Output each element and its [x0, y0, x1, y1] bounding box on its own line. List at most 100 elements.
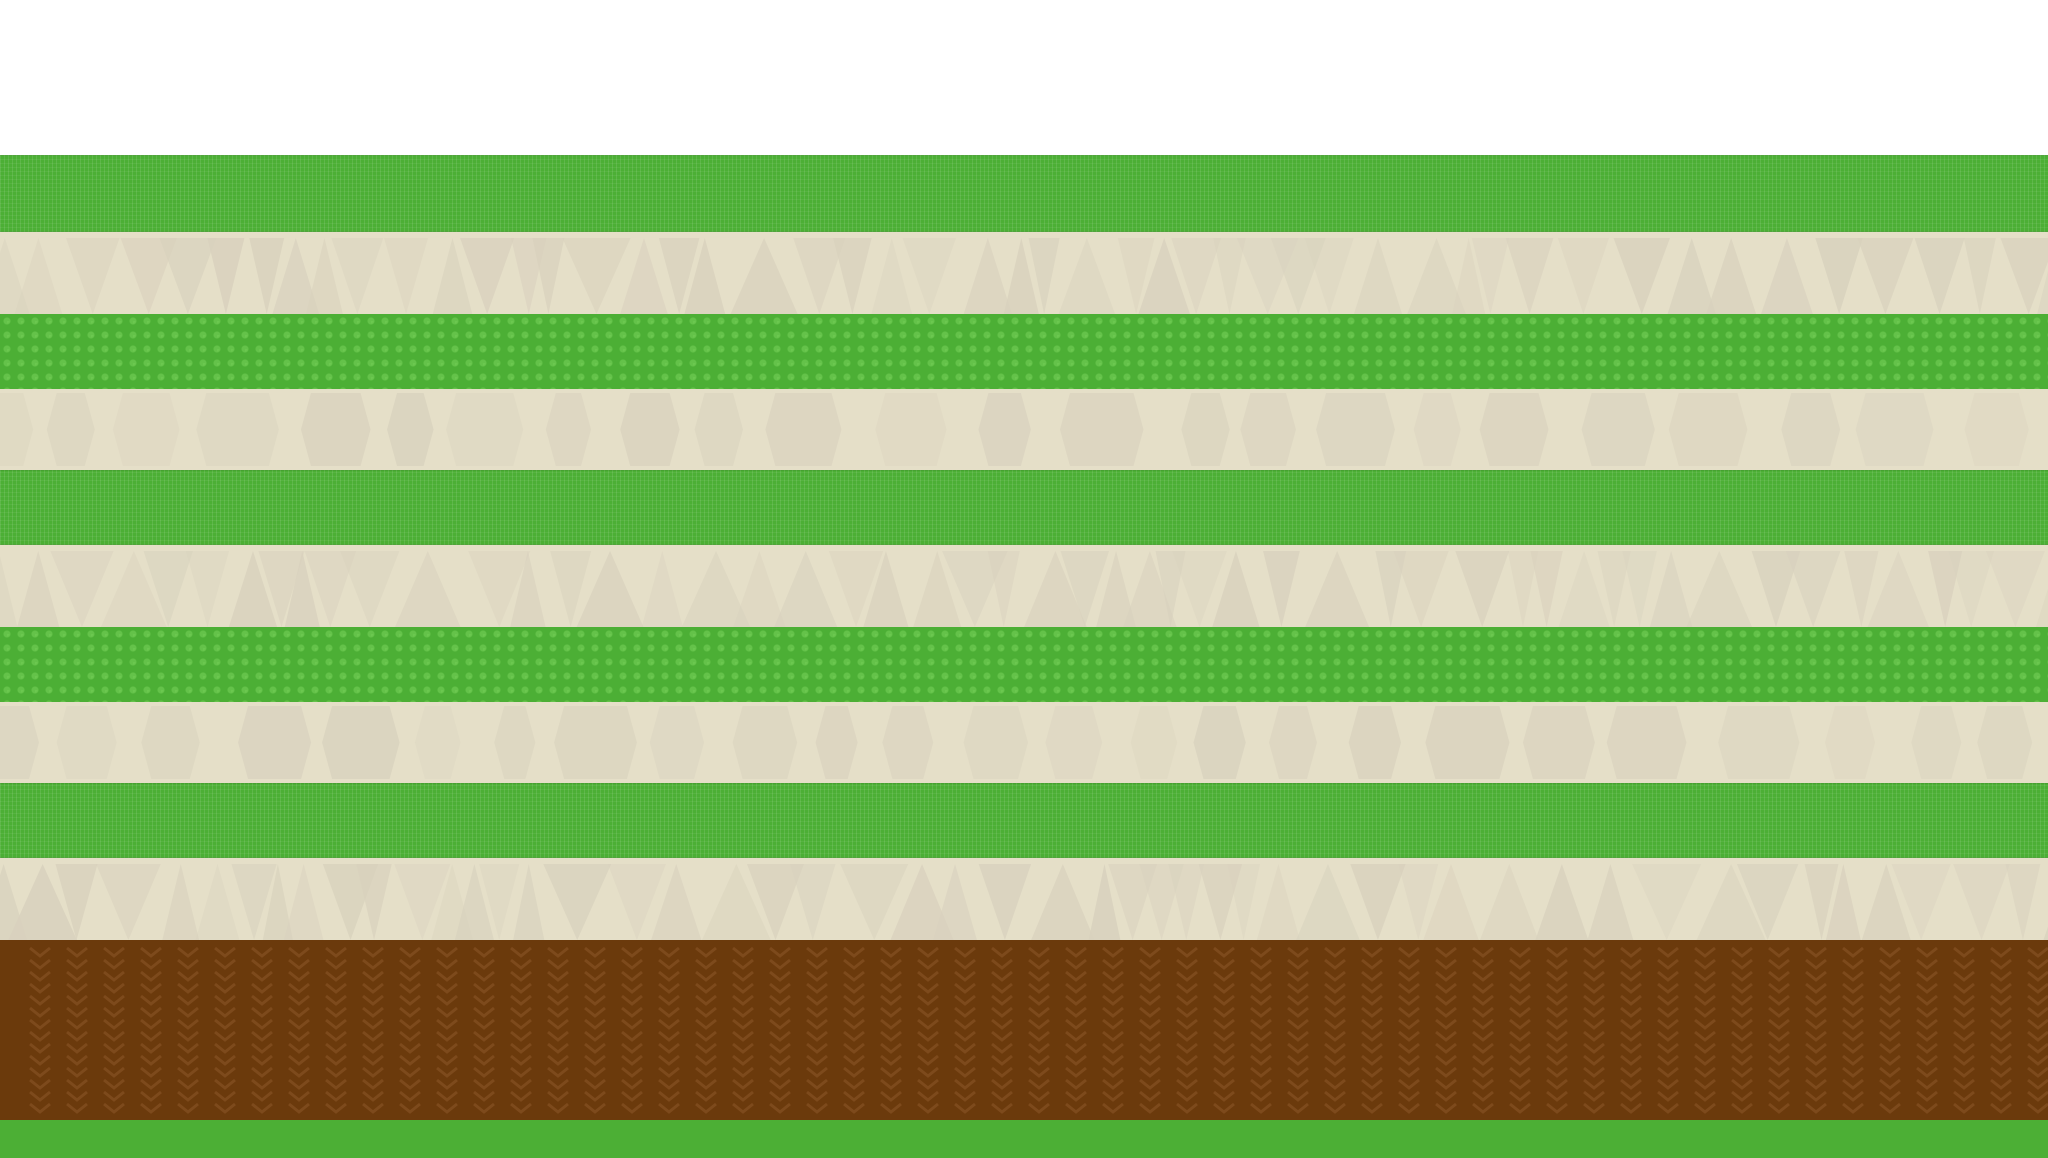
pattern-shape — [1963, 238, 1996, 314]
pattern-shape — [96, 864, 161, 940]
pattern-shape — [733, 551, 786, 627]
pattern-shape — [1413, 393, 1461, 466]
pattern-shape — [1455, 551, 1510, 627]
pattern-shape — [1613, 238, 1670, 314]
pattern-shape — [1423, 864, 1479, 940]
pattern-shape — [0, 238, 30, 314]
zigzag-column — [991, 946, 1013, 1114]
pattern-shape — [550, 551, 592, 627]
pattern-shape — [112, 393, 180, 466]
pattern-shape — [1948, 551, 1995, 627]
pattern-shape — [1060, 551, 1110, 627]
pattern-shape — [620, 238, 668, 314]
zigzag-column — [658, 946, 680, 1114]
pattern-shape — [1123, 551, 1177, 627]
pattern-shape — [2043, 926, 2048, 940]
sand-path-3 — [0, 545, 2048, 627]
pattern-shape — [1024, 551, 1087, 627]
zigzag-column — [399, 946, 421, 1114]
pattern-shape — [684, 238, 726, 314]
pattern-shape — [454, 864, 494, 940]
pattern-shape — [1914, 238, 1965, 314]
pattern-shape — [1088, 864, 1121, 940]
pattern-shape — [532, 238, 565, 314]
pattern-shape — [143, 551, 193, 627]
pattern-shape — [14, 238, 63, 314]
pattern-shape — [1398, 864, 1439, 940]
pattern-shape — [681, 551, 751, 627]
pattern-shape — [383, 238, 429, 314]
zigzag-column — [1509, 946, 1531, 1114]
pattern-shape — [1622, 551, 1657, 627]
pattern-shape — [1031, 864, 1095, 940]
zigzag-column — [288, 946, 310, 1114]
pattern-shape — [730, 238, 798, 314]
pattern-shape — [1270, 238, 1326, 314]
zigzag-column — [843, 946, 865, 1114]
pattern-shape — [1861, 864, 1911, 940]
pattern-shape — [902, 238, 956, 314]
pattern-shape — [1857, 238, 1914, 314]
zigzag-column — [29, 946, 51, 1114]
pattern-shape — [300, 393, 371, 466]
pattern-shape — [1130, 706, 1178, 779]
zigzag-column — [177, 946, 199, 1114]
pattern-shape — [649, 706, 705, 779]
pattern-shape — [1530, 551, 1563, 627]
pattern-shape — [1171, 238, 1222, 314]
pattern-shape — [641, 551, 683, 627]
pattern-shape — [65, 238, 120, 314]
pattern-shape — [1928, 551, 1963, 627]
pattern-shape — [1891, 864, 1951, 940]
pattern-shape — [513, 864, 545, 940]
pattern-shape — [1045, 706, 1103, 779]
pattern-shape — [1296, 864, 1360, 940]
zigzag-column — [1657, 946, 1679, 1114]
pattern-shape — [395, 551, 461, 627]
zigzag-column — [362, 946, 384, 1114]
pattern-shape — [1581, 393, 1655, 466]
pattern-shape — [840, 864, 909, 940]
zigzag-column — [880, 946, 902, 1114]
pattern-shape — [1815, 238, 1863, 314]
pattern-shape — [2005, 864, 2041, 940]
pattern-shape — [1522, 706, 1595, 779]
pattern-shape — [1964, 393, 2029, 466]
pattern-shape — [1804, 864, 1839, 940]
pattern-shape — [8, 864, 77, 940]
sand-path-5 — [0, 858, 2048, 940]
pattern-shape — [1407, 238, 1466, 314]
pattern-shape — [387, 393, 434, 466]
zigzag-column — [214, 946, 236, 1114]
pattern-shape — [284, 551, 320, 627]
sand-hexagon-pattern — [0, 393, 2029, 466]
grass-lane-5 — [0, 783, 2048, 858]
zigzag-column — [1953, 946, 1975, 1114]
pattern-shape — [1953, 864, 2010, 940]
grass-lane-1 — [0, 155, 2048, 232]
zigzag-column — [1361, 946, 1383, 1114]
pattern-shape — [1781, 393, 1841, 466]
pattern-shape — [1507, 551, 1539, 627]
pattern-shape — [196, 393, 279, 466]
pattern-shape — [1193, 706, 1246, 779]
pattern-shape — [432, 238, 473, 314]
zigzag-column — [510, 946, 532, 1114]
pattern-shape — [1304, 238, 1354, 314]
pattern-shape — [978, 864, 1032, 940]
pattern-shape — [747, 864, 804, 940]
pattern-shape — [0, 706, 39, 779]
pattern-shape — [1558, 551, 1610, 627]
pattern-shape — [1535, 864, 1589, 940]
zigzag-column — [140, 946, 162, 1114]
zigzag-column — [621, 946, 643, 1114]
pattern-shape — [1138, 238, 1190, 314]
zigzag-column — [1546, 946, 1568, 1114]
pattern-shape — [304, 551, 357, 627]
zigzag-column — [1990, 946, 2012, 1114]
pattern-shape — [1649, 551, 1693, 627]
pattern-shape — [479, 864, 520, 940]
zigzag-column — [1028, 946, 1050, 1114]
pattern-shape — [1059, 393, 1144, 466]
pattern-shape — [620, 393, 680, 466]
